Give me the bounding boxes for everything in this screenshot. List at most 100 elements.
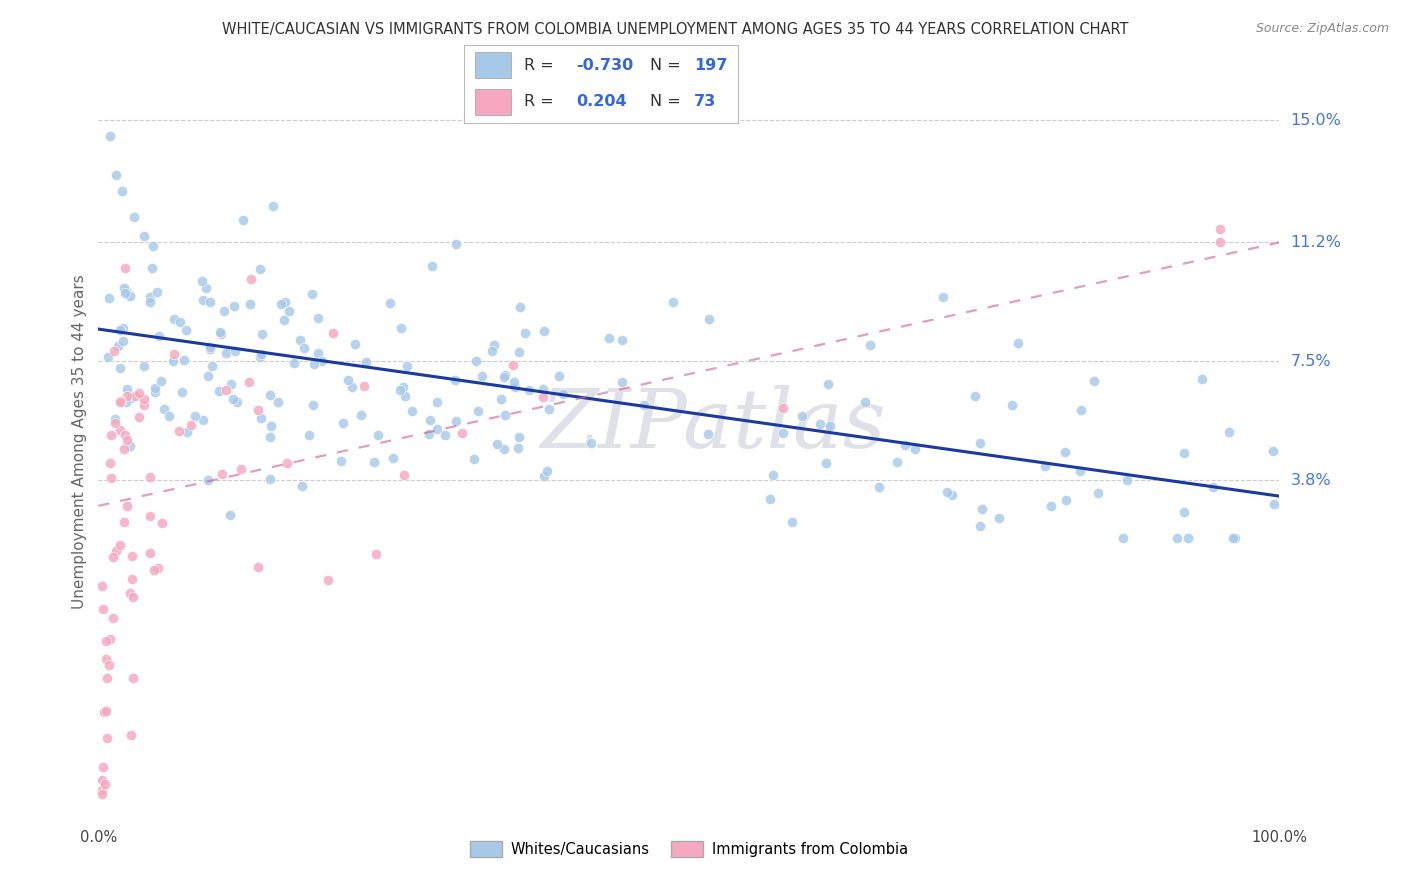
Point (104, 416, 127, 430)
Point (132, 359, 155, 373)
Point (818, 418, 841, 433)
Point (162, 354, 184, 368)
Point (153, 402, 176, 417)
Point (1001, 398, 1024, 412)
Point (259, 473, 281, 487)
Point (278, 304, 301, 318)
Point (904, 442, 927, 456)
Point (115, 433, 138, 447)
Point (288, 334, 311, 348)
Point (509, 300, 531, 314)
FancyBboxPatch shape (475, 88, 510, 115)
Text: 0.0%: 0.0% (80, 830, 117, 846)
Point (503, 375, 526, 389)
Point (273, 312, 295, 326)
Point (91, 782, 114, 797)
Point (610, 333, 633, 347)
Point (122, 591, 145, 605)
Point (1087, 486, 1109, 500)
Point (859, 338, 882, 352)
Point (270, 297, 292, 311)
Point (114, 286, 136, 301)
Point (401, 404, 423, 418)
Point (969, 519, 991, 533)
Point (259, 419, 281, 434)
Point (211, 467, 233, 481)
Point (91, 601, 114, 615)
Point (229, 462, 252, 476)
Point (97, 657, 120, 672)
Point (115, 394, 138, 409)
Text: 7.5%: 7.5% (1291, 354, 1331, 368)
Point (467, 404, 489, 418)
Point (167, 425, 190, 439)
Point (697, 312, 720, 326)
Point (103, 343, 125, 358)
Point (94, 633, 117, 648)
Point (1209, 235, 1232, 250)
Point (1263, 497, 1285, 511)
Y-axis label: Unemployment Among Ages 35 to 44 years: Unemployment Among Ages 35 to 44 years (72, 274, 87, 609)
Point (128, 410, 150, 425)
Point (363, 455, 385, 469)
Point (184, 409, 207, 423)
Point (108, 361, 131, 376)
Point (139, 508, 162, 523)
Text: N =: N = (651, 95, 681, 110)
Point (110, 423, 132, 437)
Text: 100.0%: 100.0% (1251, 830, 1308, 846)
Point (817, 376, 839, 391)
Point (330, 454, 353, 468)
Point (139, 295, 162, 310)
Point (110, 394, 132, 409)
Point (267, 395, 290, 409)
Point (225, 394, 247, 409)
Point (302, 398, 325, 412)
Point (193, 412, 215, 426)
Point (97, 350, 120, 364)
Point (100, 471, 122, 485)
Point (98, 291, 121, 305)
Point (98, 632, 121, 646)
Point (316, 573, 339, 587)
Point (274, 295, 297, 310)
Point (389, 383, 412, 397)
Point (350, 408, 373, 422)
Point (471, 369, 494, 384)
Point (482, 337, 505, 351)
Point (1054, 444, 1077, 458)
Point (110, 538, 132, 552)
Point (1202, 480, 1225, 494)
Point (610, 375, 633, 389)
Text: ZIPatlas: ZIPatlas (540, 385, 886, 466)
Point (114, 284, 136, 298)
Point (759, 491, 782, 506)
Point (91, 772, 114, 787)
Point (353, 378, 375, 392)
Point (790, 409, 813, 423)
Point (780, 516, 803, 530)
Point (200, 294, 222, 309)
Point (481, 344, 503, 359)
Point (219, 508, 242, 522)
Point (148, 329, 170, 343)
Legend: Whites/Caucasians, Immigrants from Colombia: Whites/Caucasians, Immigrants from Colom… (464, 835, 914, 863)
Point (103, 611, 125, 625)
Point (238, 376, 260, 390)
Text: R =: R = (524, 95, 554, 110)
Point (169, 315, 191, 329)
Point (1166, 531, 1188, 545)
Text: Source: ZipAtlas.com: Source: ZipAtlas.com (1256, 22, 1389, 36)
Point (104, 412, 127, 426)
Point (1070, 402, 1092, 417)
Point (239, 272, 262, 286)
Text: R =: R = (524, 57, 554, 72)
Point (103, 549, 125, 564)
Point (249, 410, 271, 425)
Point (208, 384, 231, 398)
Point (209, 327, 232, 342)
Point (301, 287, 323, 301)
FancyBboxPatch shape (475, 52, 510, 78)
Point (198, 343, 221, 357)
Point (122, 210, 145, 224)
